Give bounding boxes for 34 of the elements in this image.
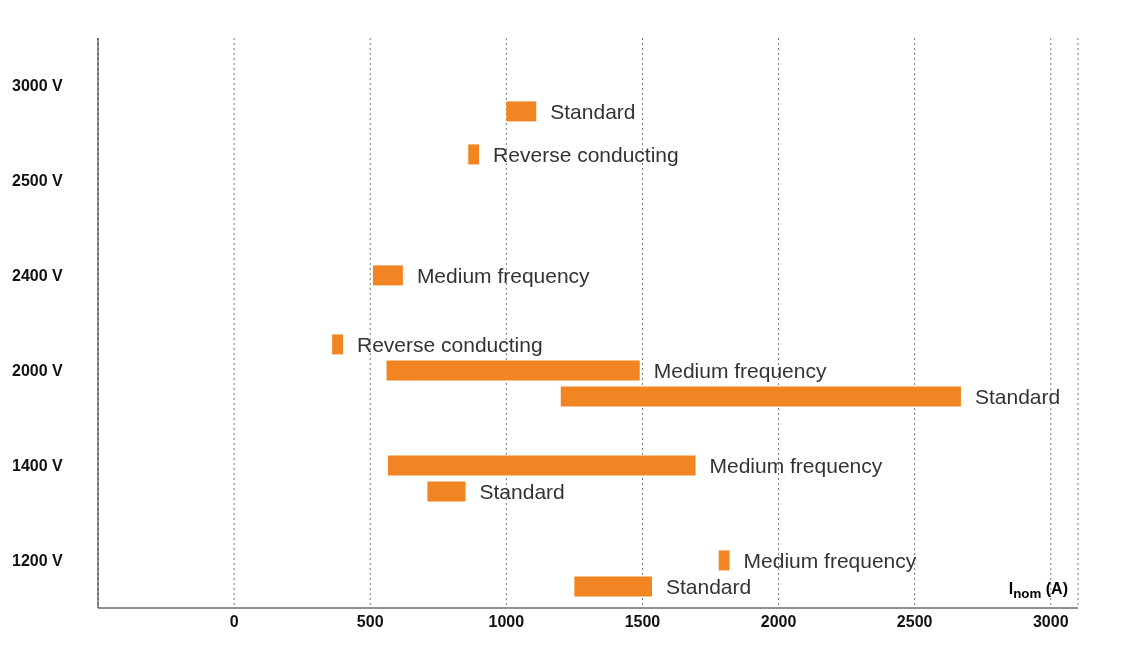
series-label: Reverse conducting: [493, 142, 679, 166]
x-tick-label: 2500: [896, 613, 933, 631]
text: Medium frequency: [743, 548, 917, 572]
x-axis-title: I$_{nom}$ (A): [1008, 579, 1068, 601]
bar: [387, 455, 696, 476]
x-tick-label: 0: [229, 613, 239, 631]
text: Medium frequency: [709, 453, 883, 477]
series-label: Standard: [550, 99, 636, 123]
text: Standard: [974, 384, 1061, 408]
y-tick-label: 1200 V: [12, 552, 64, 569]
bar: [372, 265, 403, 286]
x-tick-label: 500: [356, 613, 384, 631]
bar: [718, 550, 730, 571]
y-tick-label: 3000 V: [12, 77, 64, 94]
bar: [427, 481, 466, 502]
y-tick-label: 2400 V: [12, 267, 64, 284]
bar: [332, 334, 343, 355]
x-tick-label: 3000: [1032, 613, 1069, 631]
text: Standard: [479, 479, 565, 503]
x-tick-label: 1000: [488, 613, 525, 631]
bar: [386, 360, 640, 381]
series-label: Medium frequency: [416, 263, 591, 287]
text: Medium frequency: [653, 358, 827, 382]
y-tick-label: 2000 V: [12, 362, 64, 379]
y-tick-label: 1400 V: [12, 457, 64, 474]
x-tick-label: 1500: [624, 613, 661, 631]
y-tick-label: 2500 V: [12, 172, 64, 189]
bar: [468, 144, 480, 165]
bar: [560, 386, 961, 407]
text: Reverse conducting: [357, 332, 543, 356]
text: Standard: [665, 574, 752, 598]
bar: [506, 101, 537, 122]
x-tick-label: 2000: [760, 613, 797, 631]
bar: [574, 576, 652, 597]
